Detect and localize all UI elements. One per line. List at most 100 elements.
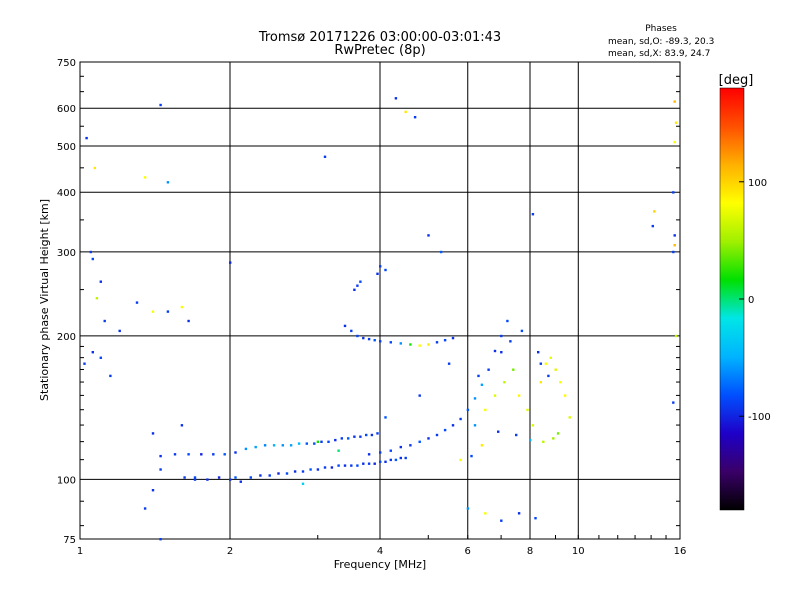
data-point — [99, 356, 102, 359]
data-point — [367, 453, 371, 456]
x-tick-label: 1 — [77, 546, 83, 557]
data-point — [544, 362, 548, 365]
data-point — [159, 538, 162, 541]
data-point — [259, 474, 262, 477]
data-point — [353, 288, 356, 291]
data-point — [674, 121, 678, 124]
data-point — [244, 447, 248, 451]
data-point — [487, 368, 490, 371]
data-point — [500, 519, 503, 522]
data-point — [268, 474, 271, 477]
data-point — [534, 517, 537, 520]
data-point — [367, 462, 371, 465]
data-point — [480, 444, 484, 447]
data-point — [549, 356, 552, 359]
data-point — [316, 440, 320, 443]
data-point — [285, 472, 289, 475]
data-point — [330, 466, 334, 469]
data-point — [409, 343, 412, 346]
data-point — [484, 408, 487, 412]
data-point — [470, 454, 473, 458]
data-point — [517, 512, 521, 515]
high-frequency-cluster — [459, 329, 571, 462]
data-point — [347, 437, 350, 440]
x-tick-label: 4 — [377, 546, 383, 557]
data-point — [166, 181, 170, 184]
data-point — [143, 507, 147, 510]
y-tick-label: 75 — [63, 535, 76, 546]
scattered — [83, 97, 678, 541]
data-point — [173, 453, 177, 456]
data-point — [89, 250, 92, 254]
data-point — [389, 458, 392, 462]
y-tick-label: 100 — [57, 475, 76, 486]
data-point — [313, 442, 316, 445]
data-point — [359, 435, 362, 438]
data-point — [340, 437, 343, 440]
data-point — [309, 468, 312, 471]
data-point — [91, 351, 94, 354]
data-point — [159, 468, 162, 471]
y-tick-label: 600 — [57, 104, 76, 115]
data-point — [435, 341, 439, 344]
data-point — [83, 362, 86, 365]
data-point — [399, 445, 402, 449]
data-point — [459, 417, 462, 421]
data-point — [653, 210, 656, 213]
data-point — [370, 433, 374, 437]
data-point — [103, 319, 106, 323]
data-point — [473, 397, 477, 400]
data-point — [350, 464, 353, 467]
data-point — [477, 374, 480, 378]
data-point — [493, 349, 497, 353]
data-point — [376, 432, 379, 435]
data-point — [531, 213, 535, 216]
data-point — [159, 103, 162, 107]
data-point — [353, 435, 356, 438]
data-point — [552, 437, 555, 440]
data-point — [466, 507, 470, 510]
middle-trace — [159, 432, 379, 458]
data-point — [323, 466, 327, 469]
data-point — [281, 444, 284, 447]
x-tick-label: 16 — [674, 546, 687, 557]
data-point — [473, 424, 477, 427]
data-point — [673, 244, 676, 247]
data-point — [500, 351, 503, 354]
data-point — [529, 438, 532, 442]
data-point — [427, 437, 430, 440]
y-tick-label: 500 — [57, 142, 76, 153]
data-point — [356, 334, 359, 338]
data-point — [451, 336, 455, 340]
data-point — [651, 224, 654, 228]
data-point — [537, 351, 540, 354]
x-tick-label: 8 — [527, 546, 533, 557]
data-point — [404, 110, 407, 114]
data-point — [554, 368, 557, 371]
y-tick-label: 200 — [57, 332, 76, 343]
data-points — [83, 97, 678, 541]
data-point — [409, 444, 412, 447]
data-point — [229, 261, 232, 264]
data-point — [206, 478, 209, 481]
colorbar-tick-label: 100 — [748, 178, 767, 189]
data-point — [512, 368, 515, 371]
data-point — [413, 116, 417, 119]
data-point — [151, 310, 155, 313]
data-point — [526, 408, 529, 412]
data-point — [151, 432, 155, 435]
data-point — [323, 155, 327, 158]
data-point — [418, 394, 421, 397]
data-point — [301, 470, 305, 473]
data-point — [480, 383, 484, 386]
data-point — [365, 433, 368, 437]
data-point — [399, 342, 402, 345]
data-point — [459, 458, 462, 462]
y-tick-label: 750 — [57, 58, 76, 69]
data-point — [672, 250, 675, 254]
data-point — [359, 280, 362, 283]
data-point — [289, 444, 293, 447]
data-point — [673, 100, 676, 103]
phase-x-stats: mean, sd,X: 83.9, 24.7 — [608, 49, 710, 59]
